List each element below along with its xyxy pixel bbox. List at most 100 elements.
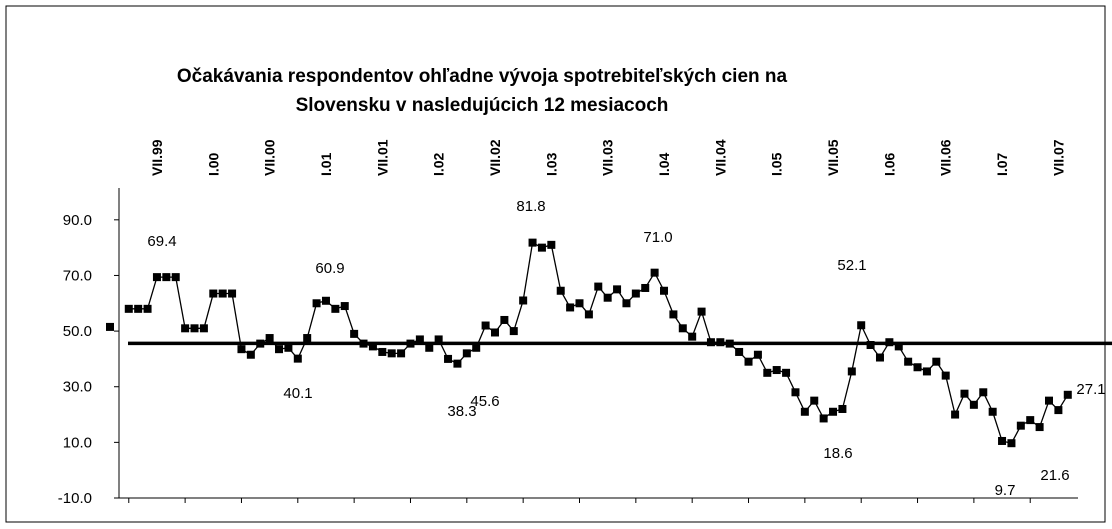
marker — [462, 349, 471, 358]
marker — [800, 407, 809, 416]
x-tick-label: VII.07 — [1050, 139, 1066, 176]
y-tick-label: 10.0 — [63, 434, 92, 451]
marker — [312, 299, 321, 308]
marker — [537, 243, 546, 252]
marker — [791, 388, 800, 397]
marker — [453, 359, 462, 368]
marker — [106, 322, 114, 331]
marker — [979, 388, 988, 397]
marker — [340, 302, 349, 311]
marker — [753, 350, 762, 359]
marker — [669, 310, 678, 319]
marker — [218, 289, 227, 298]
x-tick-label: I.02 — [431, 152, 447, 176]
marker — [660, 286, 669, 295]
marker — [199, 324, 208, 333]
marker — [688, 332, 697, 341]
x-tick-label: I.05 — [769, 152, 785, 176]
marker — [641, 283, 650, 292]
x-tick-label: I.06 — [881, 152, 897, 176]
marker — [913, 363, 922, 372]
marker — [181, 324, 190, 333]
y-tick-label: 30.0 — [63, 379, 92, 396]
annotation: 52.1 — [837, 257, 866, 274]
marker — [1035, 423, 1044, 432]
x-tick-label: I.00 — [205, 152, 221, 176]
x-tick-label: VII.03 — [600, 139, 616, 176]
annotation: 27.1 — [1076, 381, 1105, 398]
annotation: 69.4 — [147, 233, 176, 250]
annotation: 71.0 — [643, 229, 672, 246]
marker — [678, 324, 687, 333]
x-tick-label: VII.00 — [262, 139, 278, 176]
marker — [134, 304, 143, 313]
marker — [415, 335, 424, 344]
x-tick-label: VII.02 — [487, 139, 503, 176]
marker — [584, 310, 593, 319]
marker — [293, 354, 302, 363]
annotation: 81.8 — [516, 198, 545, 215]
annotation: 38.3 — [447, 403, 476, 420]
marker — [631, 289, 640, 298]
marker — [922, 367, 931, 376]
marker — [190, 324, 199, 333]
marker — [725, 339, 734, 348]
marker — [904, 357, 913, 366]
marker — [1026, 416, 1035, 425]
x-tick-label: I.04 — [656, 152, 672, 176]
marker — [303, 334, 312, 343]
reference-label: 45.6 — [470, 393, 499, 410]
marker — [594, 282, 603, 291]
marker — [350, 329, 359, 338]
x-tick-label: VII.05 — [825, 139, 841, 176]
x-tick-label: I.07 — [994, 152, 1010, 176]
marker — [162, 273, 171, 282]
marker — [603, 293, 612, 302]
marker — [951, 410, 960, 419]
marker — [481, 321, 490, 330]
marker — [744, 357, 753, 366]
marker — [857, 321, 866, 330]
marker — [1007, 439, 1016, 448]
marker — [819, 414, 828, 423]
y-tick-label: 90.0 — [63, 212, 92, 229]
annotation: 40.1 — [283, 385, 312, 402]
marker — [171, 273, 180, 282]
marker — [434, 335, 443, 344]
x-tick-label: VII.04 — [712, 139, 728, 176]
marker — [969, 400, 978, 409]
marker — [772, 366, 781, 375]
marker — [275, 345, 284, 354]
marker — [321, 296, 330, 305]
annotation: 60.9 — [315, 260, 344, 277]
marker — [256, 339, 265, 348]
marker — [368, 342, 377, 351]
marker — [847, 367, 856, 376]
annotation: 18.6 — [823, 445, 852, 462]
y-tick-label: 50.0 — [63, 323, 92, 340]
marker — [284, 343, 293, 352]
marker — [782, 368, 791, 377]
marker — [500, 315, 509, 324]
x-tick-label: I.01 — [318, 152, 334, 176]
y-tick-label: -10.0 — [58, 490, 92, 507]
marker — [998, 436, 1007, 445]
marker — [519, 296, 528, 305]
marker — [866, 341, 875, 349]
marker — [613, 285, 622, 294]
annotation: 21.6 — [1040, 467, 1069, 484]
marker — [265, 334, 274, 343]
marker — [124, 304, 133, 313]
marker — [228, 289, 237, 298]
marker — [547, 240, 556, 249]
marker — [650, 268, 659, 277]
marker — [406, 339, 415, 348]
marker — [575, 299, 584, 308]
marker — [1054, 406, 1063, 415]
y-tick-label: 70.0 — [63, 267, 92, 284]
marker — [490, 328, 499, 337]
marker — [697, 307, 706, 316]
marker — [1063, 390, 1072, 399]
chart-title: Očakávania respondentov ohľadne vývoja s… — [177, 66, 788, 116]
